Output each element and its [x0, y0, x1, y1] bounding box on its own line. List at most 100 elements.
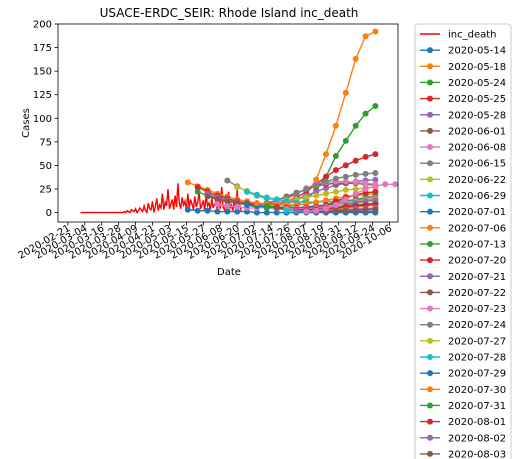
plot-area [80, 28, 399, 216]
legend-box [414, 23, 512, 459]
data-point [372, 151, 379, 158]
series-line [306, 183, 396, 213]
data-point [372, 28, 379, 35]
data-point [263, 203, 270, 209]
data-point [332, 188, 339, 195]
data-point [362, 206, 369, 213]
legend-label: 2020-07-21 [448, 272, 506, 283]
data-point [224, 198, 231, 205]
legend-label: 2020-05-18 [448, 62, 506, 73]
y-tick-label: 175 [33, 43, 52, 54]
series-2020-08-10 [303, 181, 399, 215]
data-point [323, 197, 329, 204]
data-point [283, 207, 290, 214]
data-point [323, 190, 329, 197]
data-point [352, 55, 359, 62]
legend-item: 2020-07-23 [420, 304, 506, 315]
data-point [342, 173, 349, 180]
data-point [234, 184, 241, 191]
data-point [214, 196, 221, 203]
legend-label: 2020-07-20 [448, 256, 506, 267]
legend-label: 2020-06-08 [448, 143, 506, 154]
data-point [362, 186, 369, 192]
legend-item: 2020-07-06 [420, 223, 506, 234]
data-point [313, 207, 320, 214]
data-point [313, 199, 320, 206]
legend-item: 2020-07-28 [420, 353, 506, 364]
y-axis: 0 25 50 75 100 125 150 175 200 [33, 20, 58, 219]
legend-item: 2020-06-08 [420, 143, 506, 154]
legend-item: 2020-05-25 [420, 94, 506, 105]
data-point [194, 184, 201, 191]
data-point [382, 181, 389, 188]
data-point [342, 137, 349, 144]
legend-item: 2020-06-01 [420, 126, 506, 137]
legend-item: 2020-07-30 [420, 385, 506, 396]
plot-frame [57, 23, 399, 223]
data-point [253, 209, 260, 216]
legend-label: 2020-08-02 [448, 433, 506, 444]
legend-label: 2020-05-14 [448, 46, 506, 57]
y-tick-label: 125 [33, 90, 52, 101]
legend-item: 2020-07-13 [420, 239, 506, 250]
data-point [204, 193, 211, 200]
data-point [352, 207, 359, 214]
legend-item: 2020-07-24 [420, 320, 506, 331]
data-point [352, 157, 359, 164]
data-point [204, 207, 211, 214]
legend-label: 2020-08-03 [448, 449, 506, 459]
data-point [342, 186, 349, 193]
data-point [352, 186, 359, 192]
data-point [342, 89, 349, 96]
legend-item: 2020-07-01 [420, 207, 506, 218]
data-point [332, 202, 339, 208]
data-point [372, 206, 379, 213]
y-tick-label: 25 [39, 185, 52, 196]
chart-title: USACE-ERDC_SEIR: Rhode Island inc_death [100, 6, 359, 20]
legend-item: 2020-07-31 [420, 401, 506, 412]
legend-item: 2020-07-21 [420, 272, 506, 283]
legend-label: 2020-07-22 [448, 288, 506, 299]
y-tick-label: 0 [46, 208, 52, 219]
legend-label: 2020-07-01 [448, 207, 506, 218]
data-point [194, 188, 201, 195]
data-point [332, 207, 339, 214]
legend-label: 2020-06-22 [448, 175, 506, 186]
data-point [184, 206, 191, 213]
data-point [303, 186, 310, 192]
data-point [234, 208, 241, 215]
data-point [332, 175, 339, 182]
data-point [342, 162, 349, 169]
data-point [214, 201, 221, 208]
data-point [323, 178, 329, 185]
data-point [362, 180, 369, 187]
data-point [184, 179, 191, 186]
data-point [372, 188, 379, 195]
legend-label: 2020-07-28 [448, 353, 506, 364]
y-tick-label: 75 [39, 137, 52, 148]
legend-label: 2020-08-01 [448, 417, 506, 428]
data-point [313, 192, 320, 199]
legend-item: 2020-05-28 [420, 110, 506, 121]
legend-item: inc_death [420, 30, 497, 41]
data-point [253, 191, 260, 198]
data-point [362, 170, 369, 177]
data-point [323, 151, 329, 158]
legend-item: 2020-06-22 [420, 175, 506, 186]
legend-item: 2020-07-29 [420, 369, 506, 380]
legend-label: 2020-07-29 [448, 369, 506, 380]
data-point [362, 33, 369, 40]
legend-item: 2020-06-15 [420, 159, 506, 170]
data-point [303, 208, 310, 215]
data-point [234, 203, 241, 210]
data-point [342, 178, 349, 185]
legend-item: 2020-05-18 [420, 62, 506, 73]
x-axis-label: Date [217, 267, 241, 278]
legend-item: 2020-07-22 [420, 288, 506, 299]
data-point [323, 205, 329, 212]
data-point [293, 207, 300, 214]
data-point [372, 176, 379, 183]
data-point [303, 194, 310, 201]
data-point [332, 122, 339, 129]
